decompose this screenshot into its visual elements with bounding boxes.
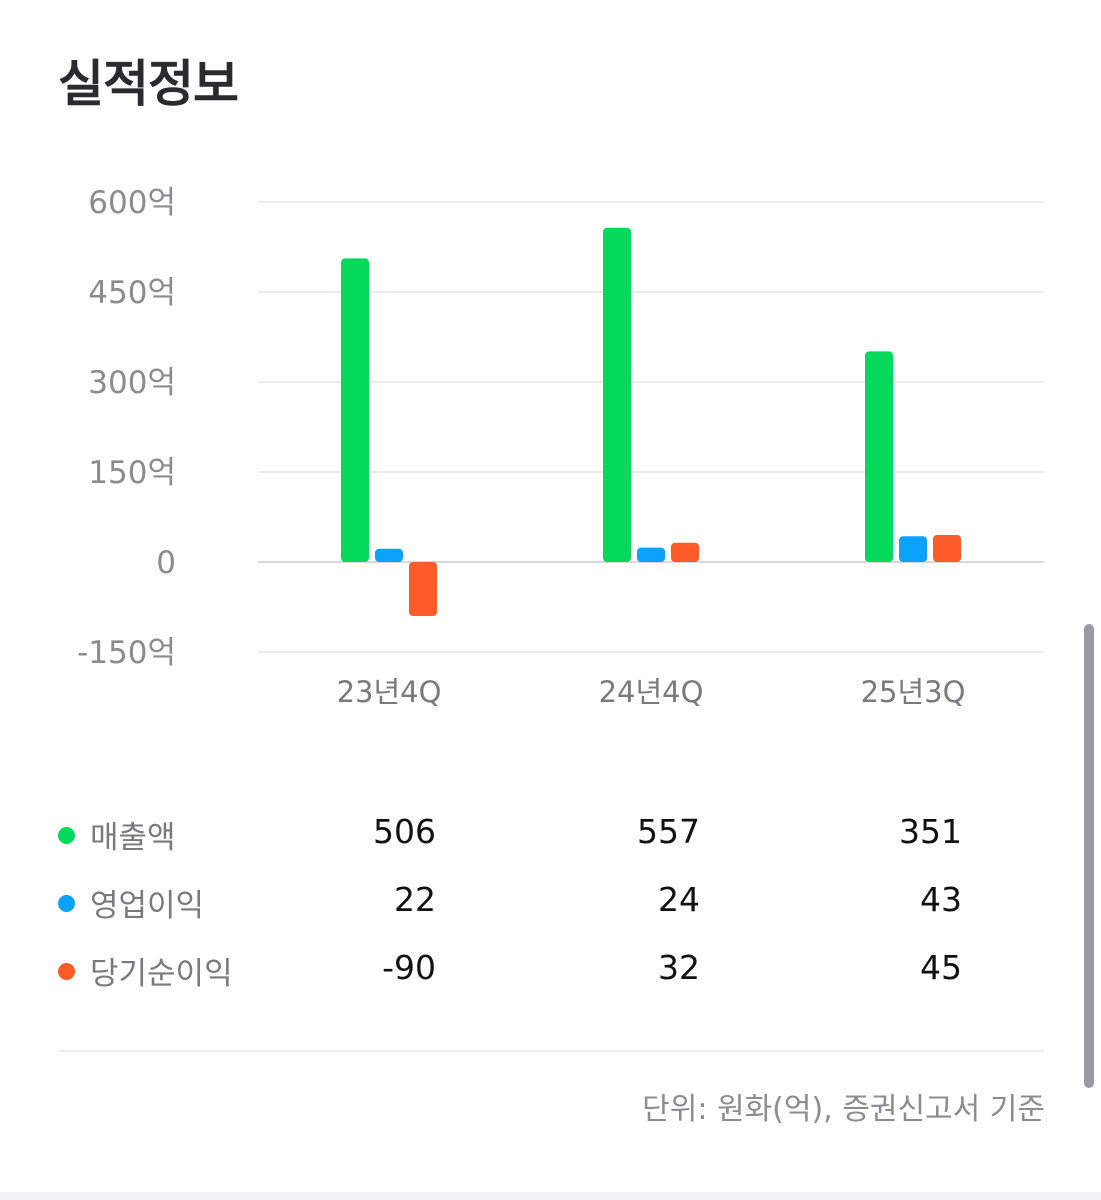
legend-value: 22	[394, 880, 436, 919]
bar	[671, 542, 699, 562]
legend-dot-icon	[58, 963, 75, 980]
bar	[341, 258, 369, 562]
x-tick-label: 23년4Q	[337, 675, 442, 709]
earnings-bar-chart: 600억 450억 300억 150억 0 -150억 23년4Q 24년4Q 25년3Q	[77, 185, 1044, 709]
bar	[409, 562, 437, 616]
y-tick-label: 450억	[88, 275, 176, 311]
legend-row-operating-profit: 영업이익 22 24 43	[52, 874, 972, 942]
y-tick-label: 150억	[88, 455, 176, 491]
unit-note: 단위: 원화(억), 증권신고서 기준	[642, 1092, 1045, 1127]
legend-dot-icon	[58, 895, 75, 912]
legend-value: 557	[637, 812, 700, 851]
legend-value: 32	[658, 948, 700, 987]
legend-dot-icon	[58, 827, 75, 844]
legend-label: 영업이익	[90, 888, 205, 924]
legend-value: 351	[899, 812, 962, 851]
bar	[603, 227, 631, 563]
legend-label: 당기순이익	[90, 956, 233, 992]
legend-table: 매출액 506 557 351 영업이익 22 24 43 당기순이익 -90 …	[52, 806, 972, 1010]
bar	[899, 536, 927, 562]
legend-row-revenue: 매출액 506 557 351	[52, 806, 972, 874]
bottom-edge	[0, 1192, 1101, 1200]
y-tick-label: -150억	[77, 635, 176, 671]
bar	[637, 547, 665, 562]
page-title: 실적정보	[58, 55, 239, 113]
legend-value: -90	[382, 948, 436, 987]
bar	[933, 535, 961, 562]
y-tick-label: 0	[156, 545, 176, 581]
legend-value: 45	[920, 948, 962, 987]
divider	[58, 1050, 1044, 1052]
bar	[375, 548, 403, 562]
x-tick-label: 25년3Q	[861, 675, 966, 709]
x-tick-label: 24년4Q	[599, 675, 704, 709]
bar	[865, 351, 893, 562]
y-tick-label: 300억	[88, 365, 176, 401]
legend-value: 506	[373, 812, 436, 851]
legend-value: 24	[658, 880, 700, 919]
vertical-scrollbar[interactable]	[1084, 624, 1094, 1088]
legend-row-net-income: 당기순이익 -90 32 45	[52, 942, 972, 1010]
legend-value: 43	[920, 880, 962, 919]
y-tick-label: 600억	[88, 185, 176, 221]
legend-label: 매출액	[90, 820, 176, 856]
